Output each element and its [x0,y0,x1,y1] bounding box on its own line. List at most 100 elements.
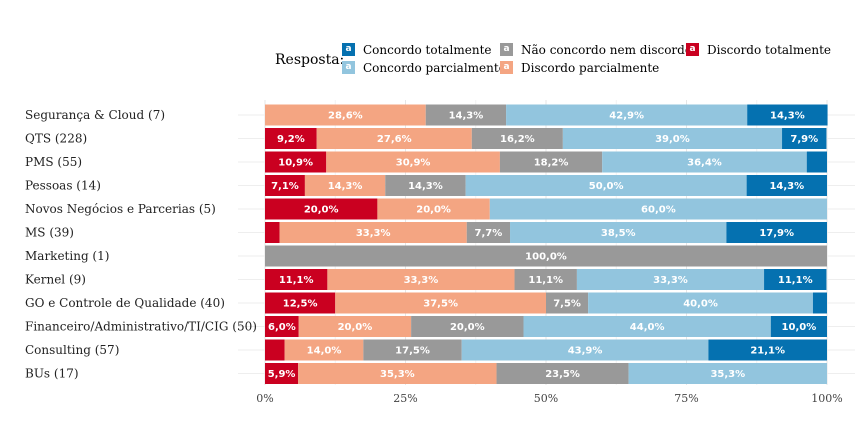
legend-label: Discordo parcialmente [521,61,660,75]
bar-segment [588,292,813,314]
data-label: 38,5% [601,228,636,239]
bar-segment [746,175,827,196]
bar-segment [628,363,827,384]
bar-segment [265,198,378,220]
bar-segment [265,104,426,126]
bar-segment [546,292,589,314]
legend-key-discordo-parcialmente: a [500,61,513,74]
data-label: 17,9% [759,228,794,239]
bar-segment [489,198,827,220]
data-label: 11,1% [528,275,563,286]
bar-segment [326,151,500,173]
bar-segment [265,339,285,361]
data-label: 18,2% [534,158,569,169]
bar-segment [812,292,827,314]
data-label: 21,1% [750,346,785,357]
bar-segment [471,128,563,149]
data-label: 7,1% [271,181,299,192]
bar-segment [411,316,524,337]
data-label: 37,5% [423,299,458,310]
data-label: 35,3% [380,369,415,380]
legend-key-discordo-totalmente: a [686,43,699,56]
data-label: 33,3% [404,275,439,286]
data-label: 7,7% [475,228,503,239]
bar-segment [510,222,727,243]
data-label: 10,0% [782,322,817,333]
data-label: 42,9% [609,111,644,122]
bar-segment [499,151,603,173]
bar-segment [298,363,497,384]
legend-label: Concordo parcialmente [363,61,506,75]
bar-segment [265,269,328,290]
data-label: 14,0% [307,346,342,357]
x-tick-label: 25% [393,392,417,405]
data-label: 33,3% [653,275,688,286]
data-label: 33,3% [356,228,391,239]
bar-segment [265,128,317,149]
data-label: 40,0% [683,299,718,310]
bar-segment [265,151,327,173]
bar-segment [265,245,827,267]
bar-segment [265,316,299,337]
bar-segment [726,222,827,243]
data-label: 7,9% [790,134,818,145]
data-label: 50,0% [589,181,624,192]
x-tick-label: 75% [674,392,698,405]
x-tick-label: 100% [811,392,842,405]
category-label: Pessoas (14) [25,179,101,193]
category-label: Segurança & Cloud (7) [25,108,165,122]
data-label: 44,0% [630,322,665,333]
data-label: 11,1% [778,275,813,286]
data-label: 11,1% [279,275,314,286]
bar-segment [425,104,507,126]
bar-segment [782,128,827,149]
legend-label: Não concordo nem discordo [521,43,693,57]
data-label: 12,5% [283,299,318,310]
bar-segment [764,269,827,290]
data-label: 20,0% [338,322,373,333]
category-label: Marketing (1) [25,249,109,263]
bar-segment [465,175,747,196]
data-label: 14,3% [328,181,363,192]
legend-label: Discordo totalmente [707,43,832,57]
data-label: 7,5% [553,299,581,310]
bar-segment [466,222,511,243]
legend-title: Resposta: [275,52,345,68]
bar-segment [265,363,299,384]
bar-segment [316,128,472,149]
bar-segment [562,128,783,149]
x-tick-label: 0% [256,392,273,405]
data-label: 14,3% [408,181,443,192]
bar-segment [327,269,515,290]
data-label: 27,6% [377,134,412,145]
bar-segment [284,339,364,361]
category-label: Novos Negócios e Parcerias (5) [25,202,216,216]
bar-segment [304,175,386,196]
category-label: GO e Controle de Qualidade (40) [25,296,225,310]
data-label: 14,3% [770,111,805,122]
bar-segment [298,316,412,337]
bar-segment [602,151,807,173]
data-label: 10,9% [278,158,313,169]
legend-key-nao-concordo-nem-discordo: a [500,43,513,56]
legend-key-concordo-parcialmente: a [342,61,355,74]
data-label: 20,0% [450,322,485,333]
data-label: 30,9% [396,158,431,169]
data-label: 14,3% [769,181,804,192]
bar-segment [770,316,827,337]
data-label: 6,0% [268,322,296,333]
data-label: 35,3% [710,369,745,380]
category-label: MS (39) [25,226,74,240]
bar-segment [506,104,748,126]
category-label: PMS (55) [25,155,82,169]
bar-segment [523,316,771,337]
bar-segment [496,363,629,384]
data-label: 60,0% [641,205,676,216]
category-label: Kernel (9) [25,273,86,287]
category-label: QTS (228) [25,132,87,146]
category-label: Consulting (57) [25,343,119,357]
data-label: 36,4% [687,158,722,169]
bar-segment [279,222,467,243]
bar-segment [747,104,828,126]
